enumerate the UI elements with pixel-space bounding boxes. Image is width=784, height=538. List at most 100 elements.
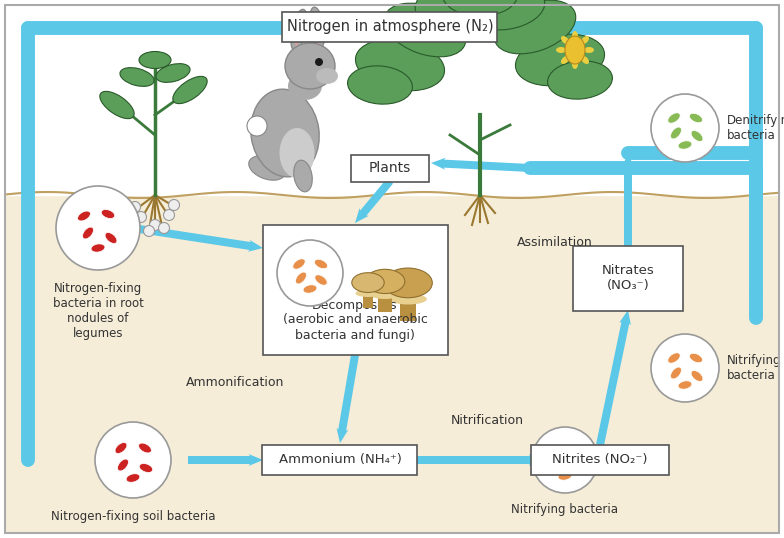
FancyBboxPatch shape	[263, 445, 418, 475]
FancyArrow shape	[21, 98, 35, 238]
Ellipse shape	[172, 76, 207, 104]
Ellipse shape	[547, 61, 612, 99]
Ellipse shape	[572, 31, 578, 41]
FancyArrow shape	[132, 224, 263, 252]
Circle shape	[143, 225, 154, 237]
Ellipse shape	[315, 275, 327, 285]
Ellipse shape	[570, 462, 583, 472]
Ellipse shape	[383, 268, 432, 298]
Ellipse shape	[140, 464, 153, 472]
Text: Plants: Plants	[369, 161, 411, 175]
Ellipse shape	[515, 34, 604, 86]
FancyArrow shape	[355, 179, 393, 223]
Text: Nitrifying bacteria: Nitrifying bacteria	[511, 503, 619, 516]
Ellipse shape	[296, 272, 307, 284]
Ellipse shape	[691, 131, 703, 141]
FancyArrow shape	[431, 158, 530, 172]
Ellipse shape	[78, 211, 90, 221]
Ellipse shape	[561, 36, 569, 44]
Ellipse shape	[314, 259, 328, 268]
Ellipse shape	[251, 89, 319, 177]
Ellipse shape	[100, 91, 134, 119]
Ellipse shape	[139, 52, 171, 68]
Ellipse shape	[292, 259, 305, 269]
Circle shape	[95, 422, 171, 498]
Ellipse shape	[668, 113, 681, 123]
FancyArrow shape	[596, 310, 631, 446]
Ellipse shape	[415, 0, 495, 33]
Ellipse shape	[584, 47, 594, 53]
Text: Nitrifying
bacteria: Nitrifying bacteria	[727, 354, 782, 382]
Ellipse shape	[556, 47, 566, 53]
Ellipse shape	[101, 209, 114, 218]
Ellipse shape	[115, 443, 127, 454]
Bar	[362, 282, 373, 308]
Circle shape	[651, 334, 719, 402]
Circle shape	[169, 200, 180, 210]
Ellipse shape	[581, 56, 589, 64]
Text: Nitrogen in atmosphere (N₂): Nitrogen in atmosphere (N₂)	[287, 19, 493, 34]
Ellipse shape	[139, 443, 151, 453]
FancyBboxPatch shape	[531, 445, 669, 475]
Text: Nitrogen-fixing
bacteria in root
nodules of
legumes: Nitrogen-fixing bacteria in root nodules…	[53, 282, 143, 340]
Ellipse shape	[316, 68, 338, 84]
Ellipse shape	[581, 36, 589, 44]
Text: Nitrites (NO₂⁻): Nitrites (NO₂⁻)	[552, 454, 648, 466]
Ellipse shape	[389, 294, 427, 305]
Ellipse shape	[384, 3, 466, 57]
Ellipse shape	[249, 156, 285, 180]
Ellipse shape	[442, 0, 517, 16]
Ellipse shape	[569, 447, 583, 456]
Ellipse shape	[668, 353, 681, 363]
FancyBboxPatch shape	[282, 12, 498, 42]
Ellipse shape	[355, 290, 380, 297]
Ellipse shape	[285, 43, 335, 89]
Bar	[400, 283, 416, 321]
Ellipse shape	[369, 290, 401, 299]
Ellipse shape	[310, 7, 325, 49]
Circle shape	[651, 94, 719, 162]
Ellipse shape	[347, 66, 412, 104]
Circle shape	[129, 202, 140, 213]
Ellipse shape	[280, 128, 314, 178]
Circle shape	[277, 240, 343, 306]
Circle shape	[532, 427, 598, 493]
Ellipse shape	[565, 36, 585, 64]
Circle shape	[150, 220, 161, 230]
Text: Nitrogen-fixing soil bacteria: Nitrogen-fixing soil bacteria	[51, 510, 216, 523]
Ellipse shape	[126, 474, 140, 482]
Ellipse shape	[352, 273, 384, 293]
Ellipse shape	[303, 285, 317, 293]
Text: Decomposers
(aerobic and anaerobic
bacteria and fungi): Decomposers (aerobic and anaerobic bacte…	[282, 299, 427, 342]
Ellipse shape	[494, 0, 575, 54]
Ellipse shape	[365, 270, 405, 294]
Ellipse shape	[548, 446, 561, 456]
Ellipse shape	[465, 0, 545, 30]
FancyArrow shape	[188, 454, 263, 466]
Ellipse shape	[294, 160, 312, 192]
Ellipse shape	[689, 353, 702, 363]
Text: Nitrates
(NO₃⁻): Nitrates (NO₃⁻)	[601, 264, 655, 292]
FancyArrow shape	[749, 138, 763, 308]
Circle shape	[56, 186, 140, 270]
Ellipse shape	[291, 9, 307, 51]
FancyArrow shape	[622, 153, 634, 246]
Bar	[379, 281, 391, 312]
Ellipse shape	[558, 472, 572, 480]
Ellipse shape	[691, 371, 703, 381]
FancyBboxPatch shape	[263, 225, 448, 355]
Ellipse shape	[355, 39, 445, 91]
Ellipse shape	[561, 56, 569, 64]
Ellipse shape	[678, 141, 692, 149]
Circle shape	[136, 211, 147, 223]
Ellipse shape	[288, 72, 322, 100]
Circle shape	[315, 58, 323, 66]
Ellipse shape	[670, 127, 681, 139]
Circle shape	[158, 223, 169, 233]
Ellipse shape	[82, 227, 93, 239]
Ellipse shape	[91, 244, 105, 252]
FancyArrow shape	[336, 355, 359, 443]
Ellipse shape	[678, 381, 692, 389]
FancyBboxPatch shape	[573, 245, 683, 310]
Bar	[5, 5, 779, 195]
